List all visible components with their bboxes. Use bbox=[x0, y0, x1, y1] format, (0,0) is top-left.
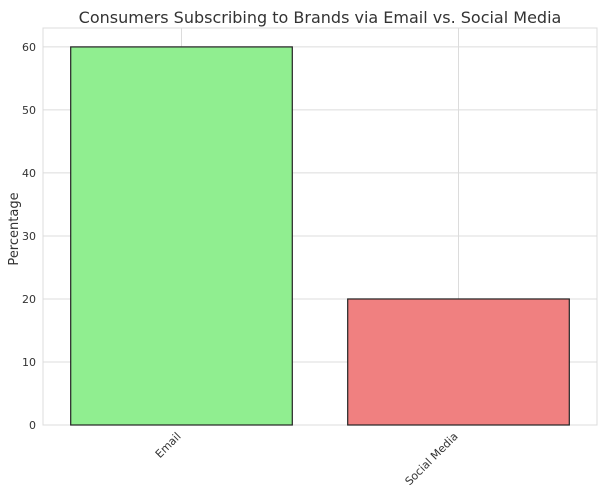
y-axis-label: Percentage bbox=[7, 192, 22, 265]
y-tick-label: 60 bbox=[22, 41, 36, 54]
y-tick-label: 30 bbox=[22, 230, 36, 243]
chart-title: Consumers Subscribing to Brands via Emai… bbox=[79, 8, 562, 27]
x-tick-label: Social Media bbox=[403, 430, 461, 488]
y-tick-label: 50 bbox=[22, 104, 36, 117]
x-tick-labels: Email Social Media bbox=[153, 430, 461, 488]
x-tick-label: Email bbox=[153, 430, 184, 461]
y-tick-label: 20 bbox=[22, 293, 36, 306]
bar-email bbox=[70, 46, 293, 426]
y-tick-labels: 0 10 20 30 40 50 60 bbox=[22, 41, 36, 432]
plot-frame bbox=[42, 27, 598, 426]
bar-social-media bbox=[347, 298, 570, 426]
y-tick-label: 10 bbox=[22, 356, 36, 369]
y-tick-label: 0 bbox=[29, 419, 36, 432]
y-tick-label: 40 bbox=[22, 167, 36, 180]
bars bbox=[70, 46, 570, 426]
